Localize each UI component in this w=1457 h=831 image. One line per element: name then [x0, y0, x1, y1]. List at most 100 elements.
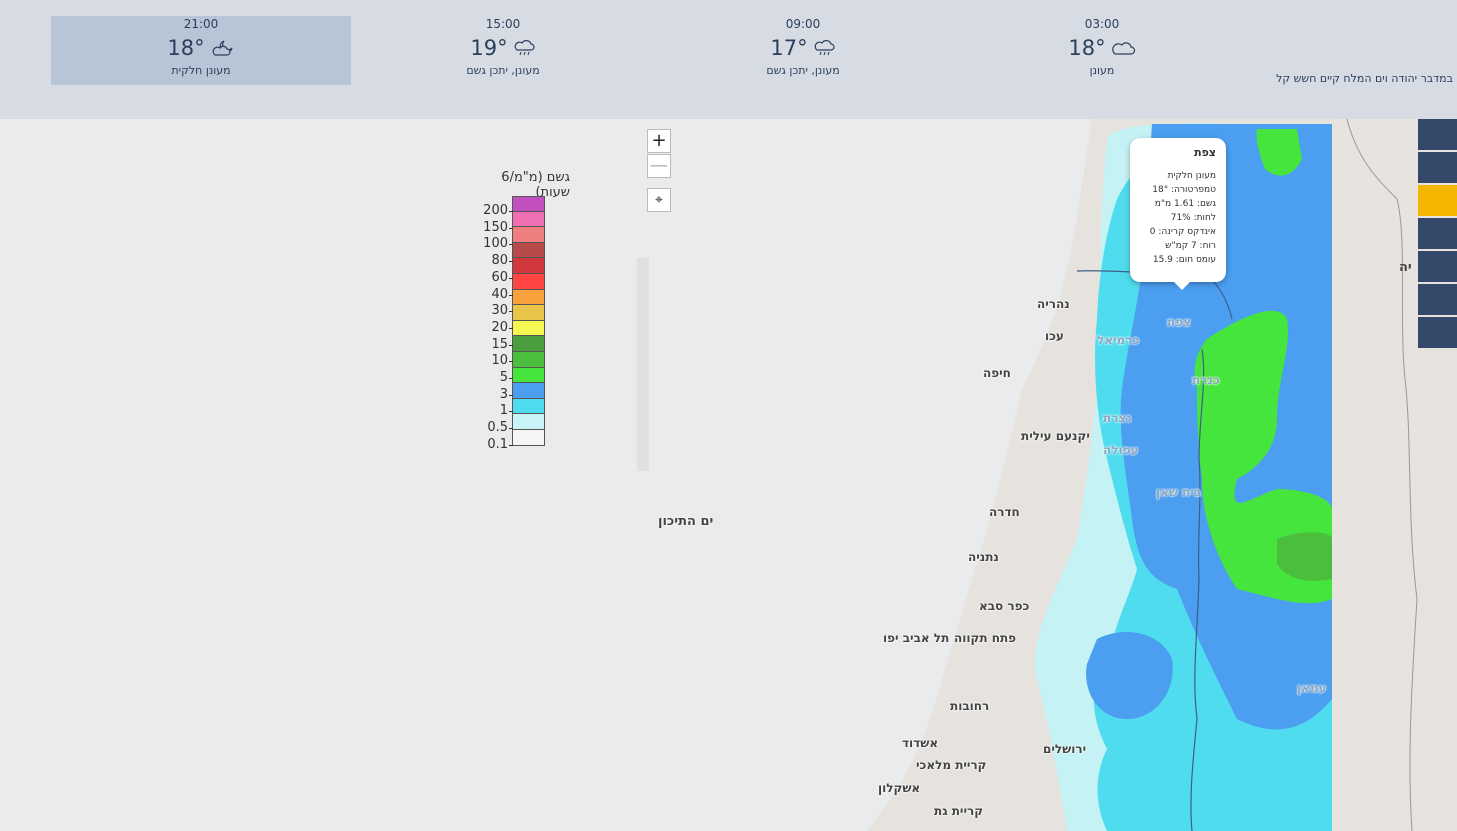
side-tab[interactable]	[1418, 119, 1457, 150]
legend-swatch	[512, 289, 545, 306]
side-tab[interactable]	[1418, 218, 1457, 249]
legend-swatch	[512, 398, 545, 415]
forecast-temp: 19°	[470, 36, 508, 60]
cloud-icon	[1111, 42, 1135, 55]
legend-label: 15	[491, 336, 513, 352]
legend-swatch	[512, 336, 545, 352]
side-tabs	[1418, 119, 1457, 350]
map-canvas[interactable]	[637, 119, 1457, 831]
legend-label: 5	[499, 370, 514, 385]
city-label: נתניה	[968, 550, 999, 564]
legend-label: 0.5	[487, 420, 513, 436]
rain-map[interactable]: + — ⌖ ים התיכון נהריה עכו כרמיאל צפת חיפ…	[637, 119, 1457, 831]
legend-label: 60	[491, 269, 513, 285]
side-tab[interactable]	[1418, 185, 1457, 216]
zoom-in-button[interactable]: +	[647, 129, 671, 153]
side-tab[interactable]	[1418, 251, 1457, 282]
forecast-temp: 18°	[1068, 36, 1106, 60]
legend-color-scale	[512, 196, 545, 446]
forecast-time: 15:00	[485, 17, 521, 31]
sea-area	[637, 119, 1092, 831]
forecast-temp: 17°	[770, 36, 808, 60]
legend-swatch	[512, 211, 545, 228]
legend-swatch	[512, 305, 545, 321]
popup-line: אינדקס קרינה: 0	[1149, 227, 1216, 237]
land-east	[1332, 119, 1417, 831]
popup-title: צפת	[1194, 146, 1216, 159]
popup-line: גשם: 1.61 מ"מ	[1154, 199, 1216, 209]
forecast-desc: מעונן	[1089, 64, 1115, 77]
city-label: כנרת	[1192, 373, 1220, 387]
cloud-rain-icon	[814, 40, 835, 56]
location-popup[interactable]: צפת מעונן חלקית טמפרטורה: 18° גשם: 1.61 …	[1130, 138, 1226, 290]
legend-swatch	[512, 383, 545, 399]
legend-swatch	[512, 351, 545, 368]
popup-line: מעונן חלקית	[1167, 171, 1216, 181]
legend-label: 40	[491, 286, 513, 302]
legend-label: 150	[483, 219, 513, 235]
legend-swatch	[512, 258, 545, 274]
forecast-slot-1[interactable]: 15:00 19° מעונן, יתכן גשם	[353, 16, 653, 85]
rain-band-green-dark	[1277, 532, 1332, 581]
legend-label: 3	[499, 386, 514, 402]
legend-label: 1	[499, 403, 514, 419]
forecast-slot-2[interactable]: 09:00 17° מעונן, יתכן גשם	[653, 16, 953, 85]
city-label: בית שאן	[1156, 485, 1202, 499]
popup-line: עומס חום: 15.9	[1152, 255, 1216, 265]
forecast-desc: מעונן, יתכן גשם	[466, 64, 540, 77]
weather-alert-text: במדבר יהודה וים המלח קיים חשש קל	[1276, 72, 1453, 85]
forecast-slot-0[interactable]: 21:00 18° מעונן חלקית	[51, 16, 351, 85]
legend-label: 100	[483, 236, 513, 252]
legend-label: 20	[491, 319, 513, 335]
legend-swatch	[512, 196, 545, 212]
city-label: נהריה	[1037, 297, 1070, 311]
rain-band-green-north	[1256, 129, 1302, 176]
popup-line: טמפרטורה: 18°	[1152, 185, 1216, 195]
rain-cell	[1086, 631, 1173, 719]
legend-swatch	[512, 242, 545, 259]
popup-line: לחות: 71%	[1170, 213, 1216, 223]
legend-label: 0.1	[487, 436, 513, 452]
legend-label: 80	[491, 253, 513, 269]
legend-swatch	[512, 273, 545, 290]
popup-line: רוח: 7 קמ"ש	[1165, 241, 1216, 251]
forecast-time: 03:00	[1084, 17, 1120, 31]
city-label: כרמיאל	[1097, 333, 1140, 347]
city-label: יה	[1399, 260, 1412, 275]
crosshair-icon[interactable]: ⌖	[647, 188, 671, 212]
city-label: עמאן	[1297, 681, 1327, 695]
legend-swatch	[512, 320, 545, 337]
forecast-desc: מעונן, יתכן גשם	[766, 64, 840, 77]
legend-label: 10	[491, 353, 513, 369]
city-label: אשדוד	[902, 736, 939, 750]
forecast-strip: 21:00 18° מעונן חלקית 15:00 19° מעונן, י…	[0, 0, 1457, 119]
forecast-desc: מעונן חלקית	[171, 64, 231, 77]
forecast-time: 09:00	[785, 17, 821, 31]
city-label: אשקלון	[878, 781, 921, 795]
legend-swatch	[512, 367, 545, 384]
city-label: נצרת	[1103, 411, 1132, 425]
forecast-temp: 18°	[167, 36, 205, 60]
forecast-time: 21:00	[183, 17, 219, 31]
scroll-handle[interactable]	[637, 258, 649, 471]
city-label: פתח תקווה	[954, 631, 1017, 645]
side-tab[interactable]	[1418, 152, 1457, 183]
zoom-out-button[interactable]: —	[647, 154, 671, 178]
legend-label: 200	[483, 203, 513, 218]
legend-swatch	[512, 429, 545, 446]
rain-band-green	[1194, 310, 1332, 604]
legend-swatch	[512, 414, 545, 430]
city-label: קריית מלאכי	[916, 758, 987, 772]
city-label: רחובות	[950, 699, 990, 713]
city-label: ירושלים	[1043, 742, 1087, 756]
city-label: תל אביב יפו	[883, 631, 950, 645]
side-tab[interactable]	[1418, 284, 1457, 315]
city-label: יקנעם עילית	[1021, 429, 1090, 443]
side-tab[interactable]	[1418, 317, 1457, 348]
legend-label: 30	[491, 303, 513, 319]
city-label: עפולה	[1103, 443, 1139, 457]
legend-swatch	[512, 227, 545, 243]
cloud-rain-icon	[514, 40, 535, 56]
forecast-slot-3[interactable]: 03:00 18° מעונן	[952, 16, 1252, 85]
city-label: עכו	[1045, 329, 1064, 343]
